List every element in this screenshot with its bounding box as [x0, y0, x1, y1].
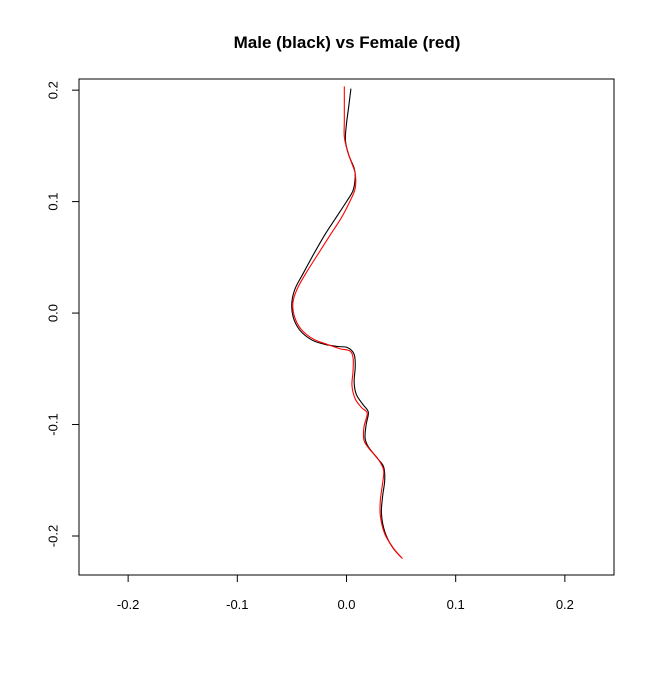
chart-title: Male (black) vs Female (red): [234, 33, 461, 52]
x-tick-label: -0.1: [226, 597, 248, 612]
y-axis: -0.2 -0.1 0.0 0.1 0.2: [46, 81, 80, 547]
y-tick-label: 0.1: [46, 193, 61, 211]
x-tick-label: 0.2: [556, 597, 574, 612]
x-tick-label: 0.1: [447, 597, 465, 612]
y-tick-label: -0.2: [46, 525, 61, 547]
x-tick-label: 0.0: [337, 597, 355, 612]
y-tick-label: 0.2: [46, 81, 61, 99]
plot-frame: [78, 78, 615, 576]
series-line-black: [291, 88, 402, 558]
x-axis: -0.2 -0.1 0.0 0.1 0.2: [117, 574, 574, 612]
series-group: [291, 86, 403, 559]
x-tick-label: -0.2: [117, 597, 139, 612]
y-tick-label: 0.0: [46, 304, 61, 322]
series-line-red: [292, 86, 403, 559]
y-tick-label: -0.1: [46, 413, 61, 435]
